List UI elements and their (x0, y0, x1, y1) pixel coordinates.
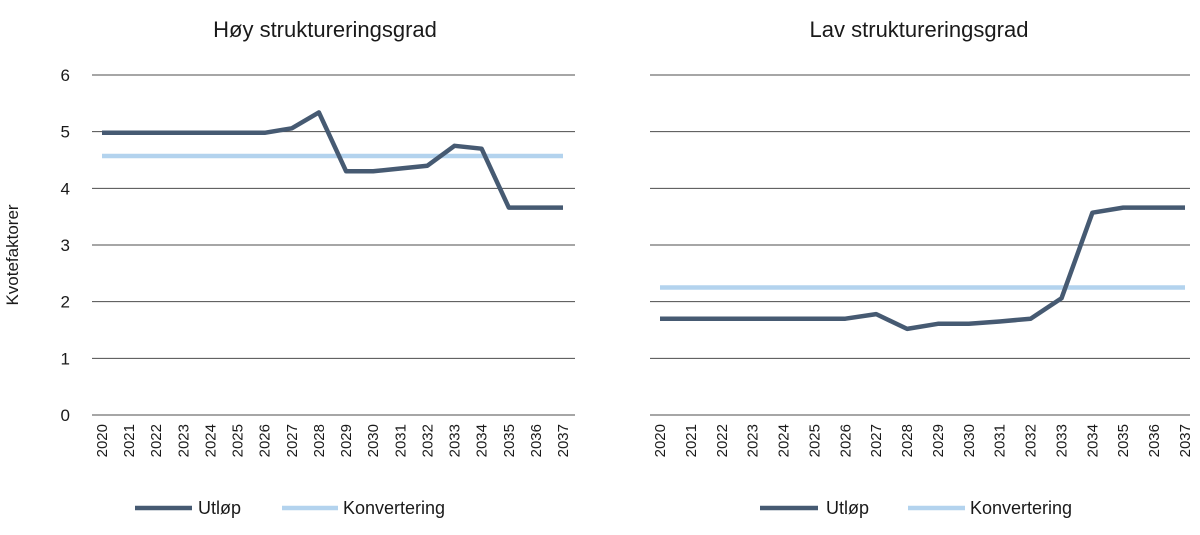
y-tick-label: 2 (61, 293, 70, 312)
x-tick-label: 2023 (745, 424, 762, 457)
x-tick-label: 2023 (175, 424, 192, 457)
x-tick-label: 2025 (806, 424, 823, 457)
legend-label-konvertering: Konvertering (343, 498, 445, 518)
y-tick-label: 0 (61, 406, 70, 425)
x-tick-label: 2028 (899, 424, 916, 457)
chart-panel-1: Høy struktureringsgrad 0 1 2 3 4 5 6 2020 2021 202… (61, 17, 575, 518)
y-tick-label: 1 (61, 349, 70, 368)
x-tick-label: 2020 (94, 424, 111, 457)
x-tick-label: 2031 (392, 424, 409, 457)
x-tick-label: 2037 (555, 424, 572, 457)
x-tick-label: 2024 (202, 424, 219, 457)
x-tick-label: 2036 (1146, 424, 1163, 457)
x-tick-label: 2020 (652, 424, 669, 457)
x-tick-label: 2035 (1115, 424, 1132, 457)
x-tick-label: 2027 (868, 424, 885, 457)
x-tick-label: 2037 (1177, 424, 1194, 457)
legend-label-konvertering: Konvertering (970, 498, 1072, 518)
series-line-utlop (660, 205, 1185, 332)
x-tick-label: 2026 (257, 424, 274, 457)
y-tick-label: 6 (61, 66, 70, 85)
x-tick-label: 2025 (230, 424, 247, 457)
y-axis-label: Kvotefaktorer (3, 204, 22, 305)
x-tick-label: 2033 (1053, 424, 1070, 457)
x-tick-label: 2034 (474, 424, 491, 457)
x-tick-label: 2024 (776, 424, 793, 457)
legend-label-utlop: Utløp (198, 498, 241, 518)
legend: Utløp Konvertering (760, 498, 1072, 518)
x-tick-label: 2027 (284, 424, 301, 457)
x-tick-label: 2028 (311, 424, 328, 457)
x-tick-label: 2031 (992, 424, 1009, 457)
y-tick-label: 5 (61, 123, 70, 142)
x-tick-label: 2036 (528, 424, 545, 457)
x-tick-label: 2033 (447, 424, 464, 457)
x-tick-label: 2035 (501, 424, 518, 457)
x-tick-label: 2034 (1084, 424, 1101, 457)
chart-panel-2: Lav struktureringsgrad 2020 2021 2022 2023 20… (650, 17, 1194, 518)
y-tick-label: 3 (61, 236, 70, 255)
x-tick-label: 2022 (714, 424, 731, 457)
x-tick-label: 2030 (365, 424, 382, 457)
x-tick-label: 2021 (683, 424, 700, 457)
x-tick-label: 2022 (148, 424, 165, 457)
legend: Utløp Konvertering (135, 498, 445, 518)
x-tick-label: 2029 (930, 424, 947, 457)
x-tick-label: 2021 (121, 424, 138, 457)
y-tick-label: 4 (61, 179, 70, 198)
chart-title: Høy struktureringsgrad (213, 17, 437, 42)
x-tick-label: 2032 (419, 424, 436, 457)
x-tick-label: 2029 (338, 424, 355, 457)
series-line-utlop (102, 110, 563, 210)
x-tick-label: 2026 (837, 424, 854, 457)
x-tick-label: 2030 (961, 424, 978, 457)
x-tick-label: 2032 (1023, 424, 1040, 457)
chart-title: Lav struktureringsgrad (810, 17, 1029, 42)
legend-label-utlop: Utløp (826, 498, 869, 518)
